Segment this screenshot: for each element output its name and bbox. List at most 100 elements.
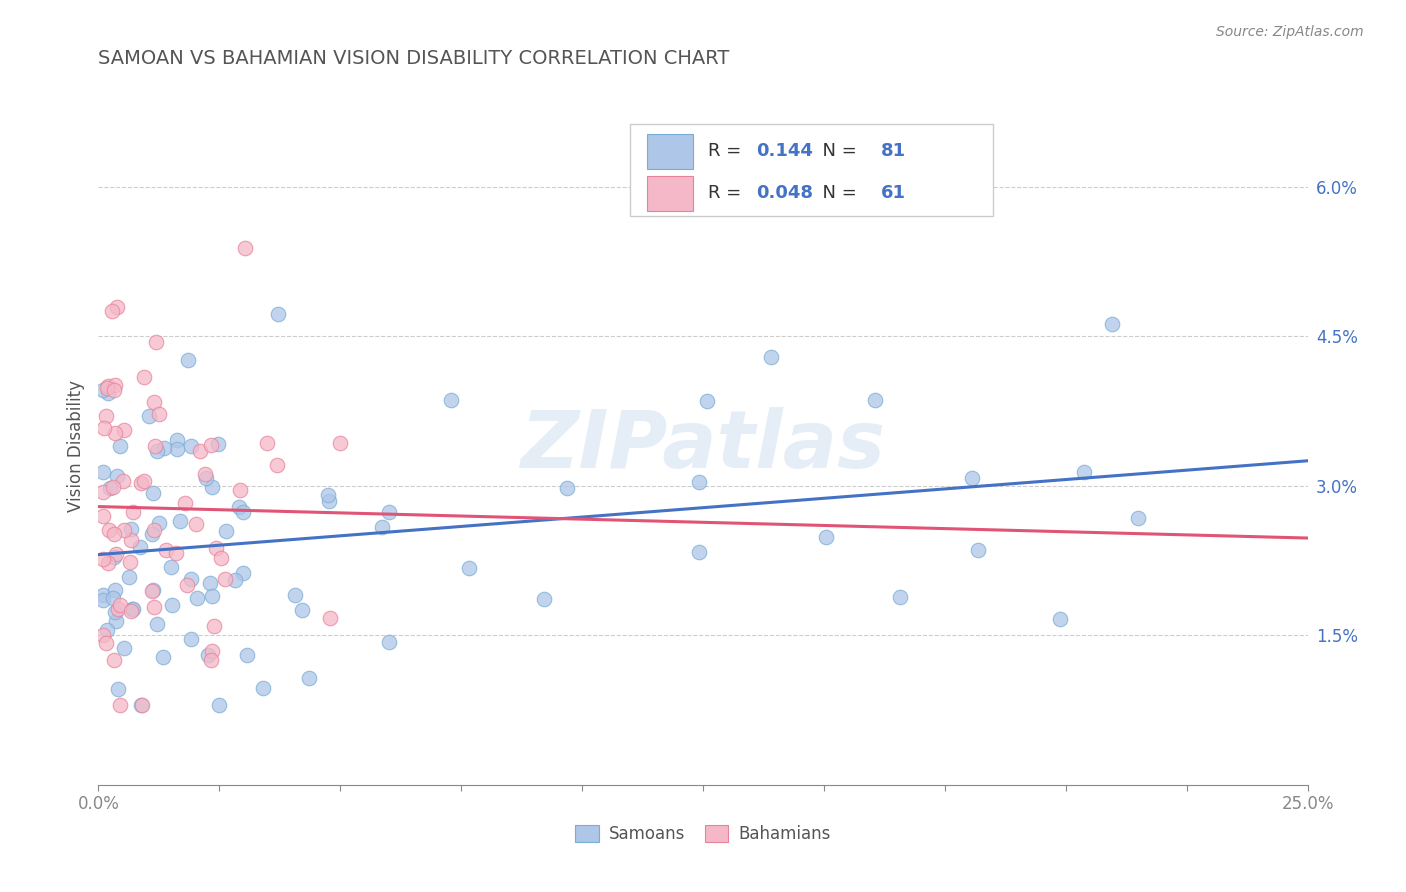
Point [205,541,228,556]
Point [696,394,718,409]
Text: SAMOAN VS BAHAMIAN VISION DISABILITY CORRELATION CHART: SAMOAN VS BAHAMIAN VISION DISABILITY COR… [98,49,730,68]
Point [184,517,207,532]
Point [200,653,222,667]
Point [688,545,710,559]
Point [155,543,177,558]
Point [298,671,321,685]
Point [266,307,288,321]
Text: 0.048: 0.048 [756,185,813,202]
Point [329,436,352,450]
Point [112,423,135,437]
Point [91,628,114,642]
Point [112,523,135,537]
Point [967,542,990,557]
Point [91,588,114,602]
Point [180,632,202,646]
Text: 81: 81 [880,143,905,161]
Point [145,334,167,349]
Legend: Samoans, Bahamians: Samoans, Bahamians [567,816,839,851]
Point [111,474,134,488]
Point [121,602,143,616]
Point [142,485,165,500]
Point [98,481,121,495]
Point [319,611,342,625]
Point [105,468,128,483]
Point [129,698,152,713]
Point [138,409,160,423]
Point [1101,318,1123,332]
Point [104,426,127,441]
Point [378,635,401,649]
Point [104,583,127,598]
Point [266,458,288,473]
Point [195,471,218,485]
Point [103,526,125,541]
Point [232,566,254,581]
Point [121,602,143,616]
FancyBboxPatch shape [647,134,693,169]
Point [146,616,169,631]
Point [91,593,114,607]
Point [166,442,188,456]
Point [214,572,236,586]
Point [105,300,128,314]
Point [98,524,121,538]
Point [91,465,114,479]
Point [440,393,463,408]
Point [104,605,127,619]
Point [97,385,120,400]
Point [284,589,307,603]
Point [132,369,155,384]
Point [169,515,191,529]
Point [107,681,129,696]
Point [120,533,142,548]
Point [889,590,911,604]
Text: R =: R = [707,185,747,202]
Point [94,636,117,650]
Point [815,530,838,544]
Point [101,480,124,494]
Point [129,475,152,490]
Point [188,444,211,458]
Text: R =: R = [707,143,747,161]
Point [91,383,114,397]
Point [121,505,143,519]
Point [200,576,222,591]
Point [202,619,225,633]
Point [197,648,219,662]
Point [378,505,401,519]
Point [91,484,114,499]
Point [256,436,278,450]
Point [131,698,153,713]
FancyBboxPatch shape [630,124,993,216]
Point [201,644,224,658]
Point [118,570,141,584]
Text: N =: N = [811,143,862,161]
Text: N =: N = [811,185,862,202]
Text: Source: ZipAtlas.com: Source: ZipAtlas.com [1216,25,1364,39]
Point [291,603,314,617]
Point [316,488,339,502]
Point [759,350,782,364]
Point [207,437,229,451]
Text: 61: 61 [880,185,905,202]
Point [101,304,124,318]
Point [224,574,246,588]
Point [228,500,250,514]
Point [97,556,120,570]
Point [91,552,114,566]
Point [91,508,114,523]
Point [93,421,115,435]
Point [232,504,254,518]
Point [110,599,132,613]
Point [153,441,176,455]
Point [186,591,208,605]
Point [318,494,340,508]
Point [101,591,124,605]
Point [141,527,163,541]
Point [533,592,555,607]
Point [141,584,163,599]
Point [201,480,224,494]
Point [97,378,120,392]
Point [103,383,125,397]
